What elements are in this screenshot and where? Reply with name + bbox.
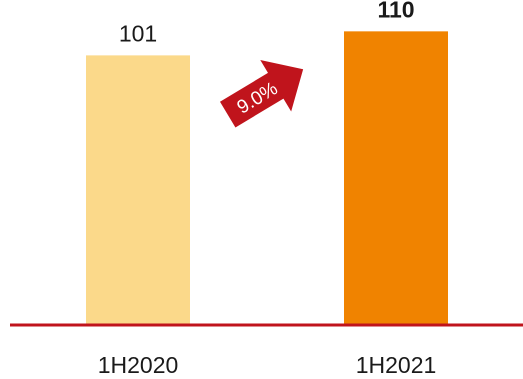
- growth-arrow: 9.0%: [219, 60, 304, 128]
- value-label-1H2021: 110: [377, 0, 414, 22]
- x-tick-labels-group: 1H2020 1H2021: [98, 352, 437, 378]
- x-tick-label-1H2021: 1H2021: [356, 352, 437, 378]
- value-labels-group: 101 110: [119, 0, 415, 46]
- growth-arrow-shape: [219, 60, 304, 128]
- bar-1H2021: [344, 31, 448, 325]
- bars-group: [86, 31, 448, 326]
- value-label-1H2020: 101: [119, 20, 157, 46]
- x-tick-label-1H2020: 1H2020: [98, 352, 179, 378]
- bar-1H2020: [86, 55, 190, 326]
